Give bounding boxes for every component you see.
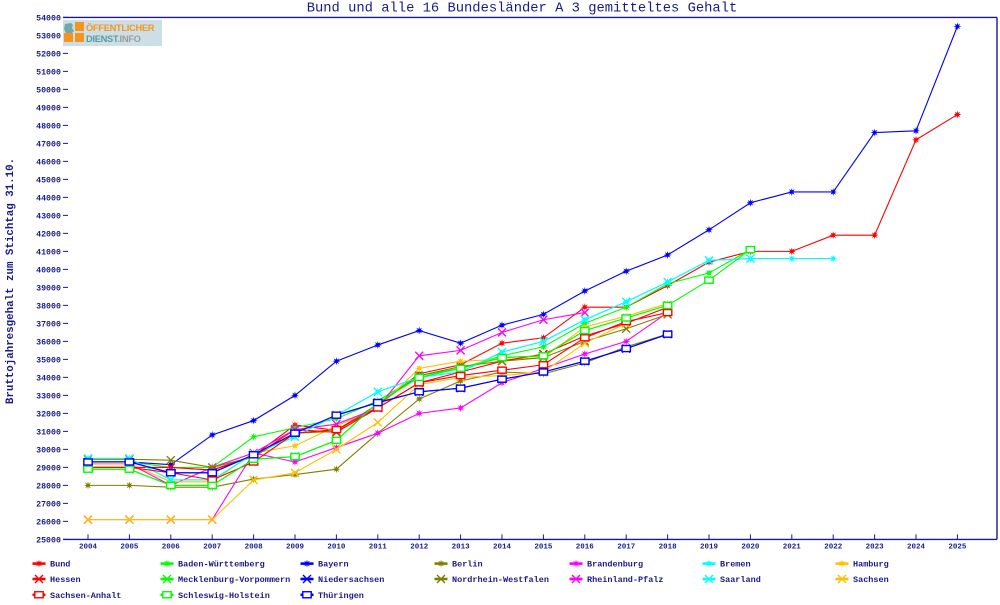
svg-text:Hessen: Hessen: [50, 575, 81, 585]
svg-text:2006: 2006: [162, 544, 181, 552]
svg-text:2018: 2018: [659, 544, 678, 552]
svg-text:Bruttojahresgehalt zum Stichta: Bruttojahresgehalt zum Stichtag 31.10.: [5, 158, 17, 404]
svg-text:Bund und alle 16 Bundesländer: Bund und alle 16 Bundesländer A 3 gemitt…: [307, 1, 738, 17]
svg-text:2008: 2008: [245, 544, 264, 552]
svg-text:Thüringen: Thüringen: [318, 591, 364, 600]
svg-text:2016: 2016: [576, 544, 595, 552]
svg-text:2011: 2011: [369, 544, 388, 552]
svg-text:Brandenburg: Brandenburg: [587, 560, 643, 570]
svg-text:Rheinland-Pfalz: Rheinland-Pfalz: [587, 575, 664, 585]
svg-text:52000: 52000: [36, 50, 61, 59]
svg-text:2007: 2007: [203, 544, 221, 552]
svg-text:DIENST.INFO: DIENST.INFO: [86, 34, 141, 44]
svg-text:Hamburg: Hamburg: [853, 560, 889, 570]
svg-text:2015: 2015: [534, 544, 553, 552]
svg-text:53000: 53000: [36, 32, 61, 41]
svg-text:2025: 2025: [948, 544, 967, 552]
svg-text:40000: 40000: [36, 266, 61, 275]
svg-text:45000: 45000: [36, 176, 61, 185]
svg-text:28000: 28000: [36, 482, 61, 491]
svg-text:36000: 36000: [36, 338, 61, 347]
svg-text:42000: 42000: [36, 230, 61, 239]
svg-text:33000: 33000: [36, 392, 61, 401]
svg-text:ÖFFENTLICHER: ÖFFENTLICHER: [86, 23, 155, 33]
svg-text:2023: 2023: [866, 544, 885, 552]
svg-text:39000: 39000: [36, 284, 61, 293]
svg-text:2009: 2009: [286, 544, 305, 552]
svg-text:2014: 2014: [493, 544, 512, 552]
svg-text:Saarland: Saarland: [720, 575, 761, 585]
svg-text:Niedersachsen: Niedersachsen: [318, 575, 384, 585]
svg-text:41000: 41000: [36, 248, 61, 257]
svg-text:34000: 34000: [36, 374, 61, 383]
svg-text:37000: 37000: [36, 320, 61, 329]
svg-text:51000: 51000: [36, 68, 61, 77]
svg-text:26000: 26000: [36, 518, 61, 527]
svg-text:Bayern: Bayern: [318, 560, 349, 570]
svg-text:Bund: Bund: [50, 560, 70, 570]
svg-text:Sachsen-Anhalt: Sachsen-Anhalt: [50, 591, 121, 600]
svg-text:2021: 2021: [783, 544, 802, 552]
svg-text:2020: 2020: [741, 544, 760, 552]
svg-text:25000: 25000: [36, 536, 61, 545]
svg-text:46000: 46000: [36, 158, 61, 167]
svg-text:Bremen: Bremen: [720, 560, 751, 570]
svg-text:2012: 2012: [410, 544, 429, 552]
svg-text:2004: 2004: [79, 544, 98, 552]
svg-text:47000: 47000: [36, 140, 61, 149]
svg-text:54000: 54000: [36, 14, 61, 23]
svg-text:49000: 49000: [36, 104, 61, 113]
svg-text:29000: 29000: [36, 464, 61, 473]
svg-text:44000: 44000: [36, 194, 61, 203]
svg-text:30000: 30000: [36, 446, 61, 455]
svg-text:27000: 27000: [36, 500, 61, 509]
svg-text:2019: 2019: [700, 544, 719, 552]
svg-text:31000: 31000: [36, 428, 61, 437]
svg-text:Berlin: Berlin: [452, 560, 483, 570]
svg-text:2022: 2022: [824, 544, 843, 552]
svg-text:2013: 2013: [452, 544, 471, 552]
svg-text:Baden-Württemberg: Baden-Württemberg: [178, 560, 265, 570]
svg-text:38000: 38000: [36, 302, 61, 311]
svg-text:50000: 50000: [36, 86, 61, 95]
svg-text:Sachsen: Sachsen: [853, 575, 889, 585]
svg-text:Mecklenburg-Vorpommern: Mecklenburg-Vorpommern: [178, 575, 290, 585]
svg-text:Schleswig-Holstein: Schleswig-Holstein: [178, 591, 270, 600]
svg-text:2017: 2017: [617, 544, 635, 552]
svg-text:2024: 2024: [907, 544, 926, 552]
svg-text:35000: 35000: [36, 356, 61, 365]
svg-text:43000: 43000: [36, 212, 61, 221]
svg-text:Nordrhein-Westfalen: Nordrhein-Westfalen: [452, 575, 549, 585]
svg-text:48000: 48000: [36, 122, 61, 131]
svg-text:2010: 2010: [327, 544, 346, 552]
svg-text:2005: 2005: [120, 544, 139, 552]
svg-text:32000: 32000: [36, 410, 61, 419]
